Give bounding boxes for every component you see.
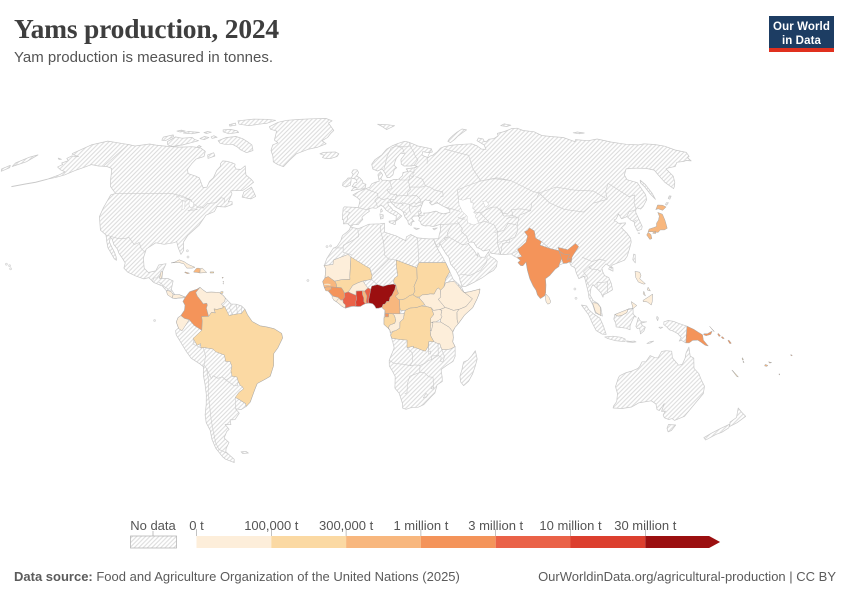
svg-text:No data: No data <box>130 518 176 533</box>
svg-text:1 million t: 1 million t <box>393 518 448 533</box>
svg-text:100,000 t: 100,000 t <box>244 518 299 533</box>
svg-text:30 million t: 30 million t <box>614 518 677 533</box>
svg-text:10 million t: 10 million t <box>539 518 602 533</box>
svg-text:3 million t: 3 million t <box>468 518 523 533</box>
svg-text:300,000 t: 300,000 t <box>319 518 374 533</box>
svg-text:0 t: 0 t <box>189 518 204 533</box>
